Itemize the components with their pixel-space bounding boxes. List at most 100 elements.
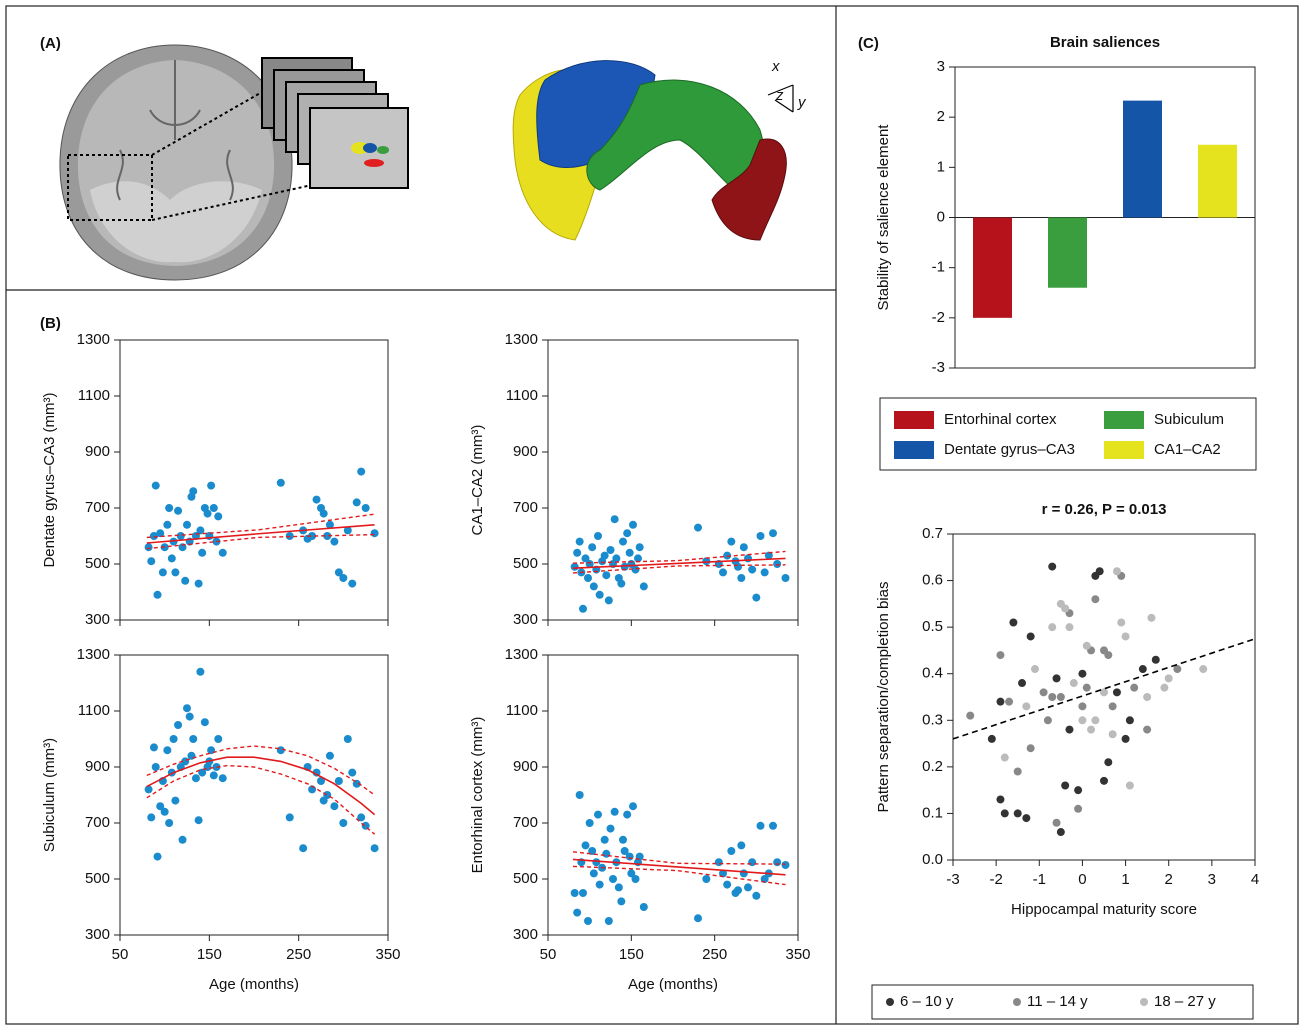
data-point xyxy=(773,858,782,867)
y-tick-label: 1100 xyxy=(506,702,538,719)
bar xyxy=(1123,100,1162,218)
y-tick-label: 700 xyxy=(85,499,110,516)
data-point xyxy=(198,768,207,777)
legend-marker xyxy=(1013,998,1021,1006)
data-point xyxy=(996,651,1005,660)
data-point xyxy=(200,718,209,727)
y-tick-label: 1300 xyxy=(77,646,110,663)
data-point xyxy=(631,565,640,574)
legend-label: 11 – 14 y xyxy=(1027,993,1088,1010)
data-point xyxy=(748,858,757,867)
data-point xyxy=(325,751,334,760)
bar xyxy=(1198,144,1237,218)
panel-label: (C) xyxy=(858,35,879,52)
legend-swatch xyxy=(894,441,934,459)
data-point xyxy=(165,819,174,827)
y-tick-label: 0.6 xyxy=(922,572,943,589)
data-point xyxy=(619,835,627,844)
data-point xyxy=(1130,683,1139,692)
data-point xyxy=(323,791,332,799)
data-point xyxy=(1048,693,1057,701)
data-point xyxy=(756,821,765,830)
data-point xyxy=(781,861,790,869)
data-point xyxy=(966,711,975,720)
y-tick-label: 0.0 xyxy=(922,851,943,868)
slice-stack xyxy=(261,57,409,189)
data-point xyxy=(1104,758,1113,767)
y-axis-label: Pattern separation/completion bias xyxy=(875,582,892,813)
data-point xyxy=(1104,651,1113,660)
x-tick-label: 2 xyxy=(1165,871,1173,888)
y-tick-label: 0.7 xyxy=(922,525,943,542)
data-point xyxy=(604,917,613,925)
data-point xyxy=(764,551,773,560)
data-point xyxy=(573,908,582,917)
data-point xyxy=(589,869,598,878)
data-point xyxy=(727,847,736,855)
data-point xyxy=(579,604,587,613)
data-point xyxy=(370,529,379,538)
data-point xyxy=(209,771,218,780)
data-point xyxy=(334,568,343,577)
data-point xyxy=(174,721,183,729)
y-tick-label: 500 xyxy=(85,870,110,887)
data-point xyxy=(744,883,752,892)
y-tick-label: 1300 xyxy=(505,331,538,348)
legend-box xyxy=(879,397,1257,471)
y-tick-label: 500 xyxy=(513,870,538,887)
data-point xyxy=(602,849,611,858)
data-point xyxy=(156,802,165,811)
data-point xyxy=(702,557,711,566)
data-point xyxy=(147,557,156,566)
legend-label: Subiculum xyxy=(1154,411,1224,428)
axis-glyph: y xyxy=(797,94,807,111)
legend-swatch xyxy=(894,411,934,429)
data-point xyxy=(209,504,218,512)
data-point xyxy=(1199,665,1208,674)
data-point xyxy=(1143,725,1152,734)
x-tick-label: 3 xyxy=(1208,871,1216,888)
data-point xyxy=(629,802,637,811)
data-point xyxy=(299,844,308,853)
figure-border xyxy=(5,5,1299,1025)
y-tick-label: 3 xyxy=(937,58,945,75)
data-point xyxy=(996,795,1005,804)
data-point xyxy=(752,593,761,602)
data-point xyxy=(627,869,636,878)
data-point xyxy=(694,914,702,923)
data-point xyxy=(198,548,207,557)
data-point xyxy=(348,579,357,588)
data-point xyxy=(739,543,748,552)
legend-label: Entorhinal cortex xyxy=(944,411,1057,428)
data-point xyxy=(635,543,644,552)
y-axis-label: CA1–CA2 (mm³) xyxy=(469,425,486,536)
bar xyxy=(1048,217,1087,288)
data-point xyxy=(1087,725,1096,734)
data-point xyxy=(612,554,621,563)
y-tick-label: 2 xyxy=(937,108,945,125)
data-point xyxy=(1164,674,1173,683)
data-point xyxy=(1125,716,1134,725)
data-point xyxy=(174,506,183,515)
data-point xyxy=(361,504,370,512)
y-axis-label: Stability of salience element xyxy=(875,124,892,311)
data-point xyxy=(1100,776,1108,785)
data-point xyxy=(144,785,153,794)
legend-marker xyxy=(1140,998,1148,1006)
data-point xyxy=(588,543,597,552)
y-tick-label: 700 xyxy=(513,814,538,831)
data-point xyxy=(737,841,746,850)
data-point xyxy=(1082,641,1091,650)
data-point xyxy=(769,529,777,538)
data-point xyxy=(634,554,642,563)
x-tick-label: 350 xyxy=(375,946,400,963)
data-point xyxy=(1005,697,1014,706)
y-tick-label: 500 xyxy=(85,555,110,572)
y-tick-label: 1100 xyxy=(78,387,110,404)
axis-glyph: x xyxy=(771,58,780,75)
plot-frame xyxy=(119,339,389,621)
data-point xyxy=(1108,702,1117,711)
y-tick-label: 300 xyxy=(513,611,538,628)
data-point xyxy=(158,568,167,577)
data-point xyxy=(183,704,191,713)
